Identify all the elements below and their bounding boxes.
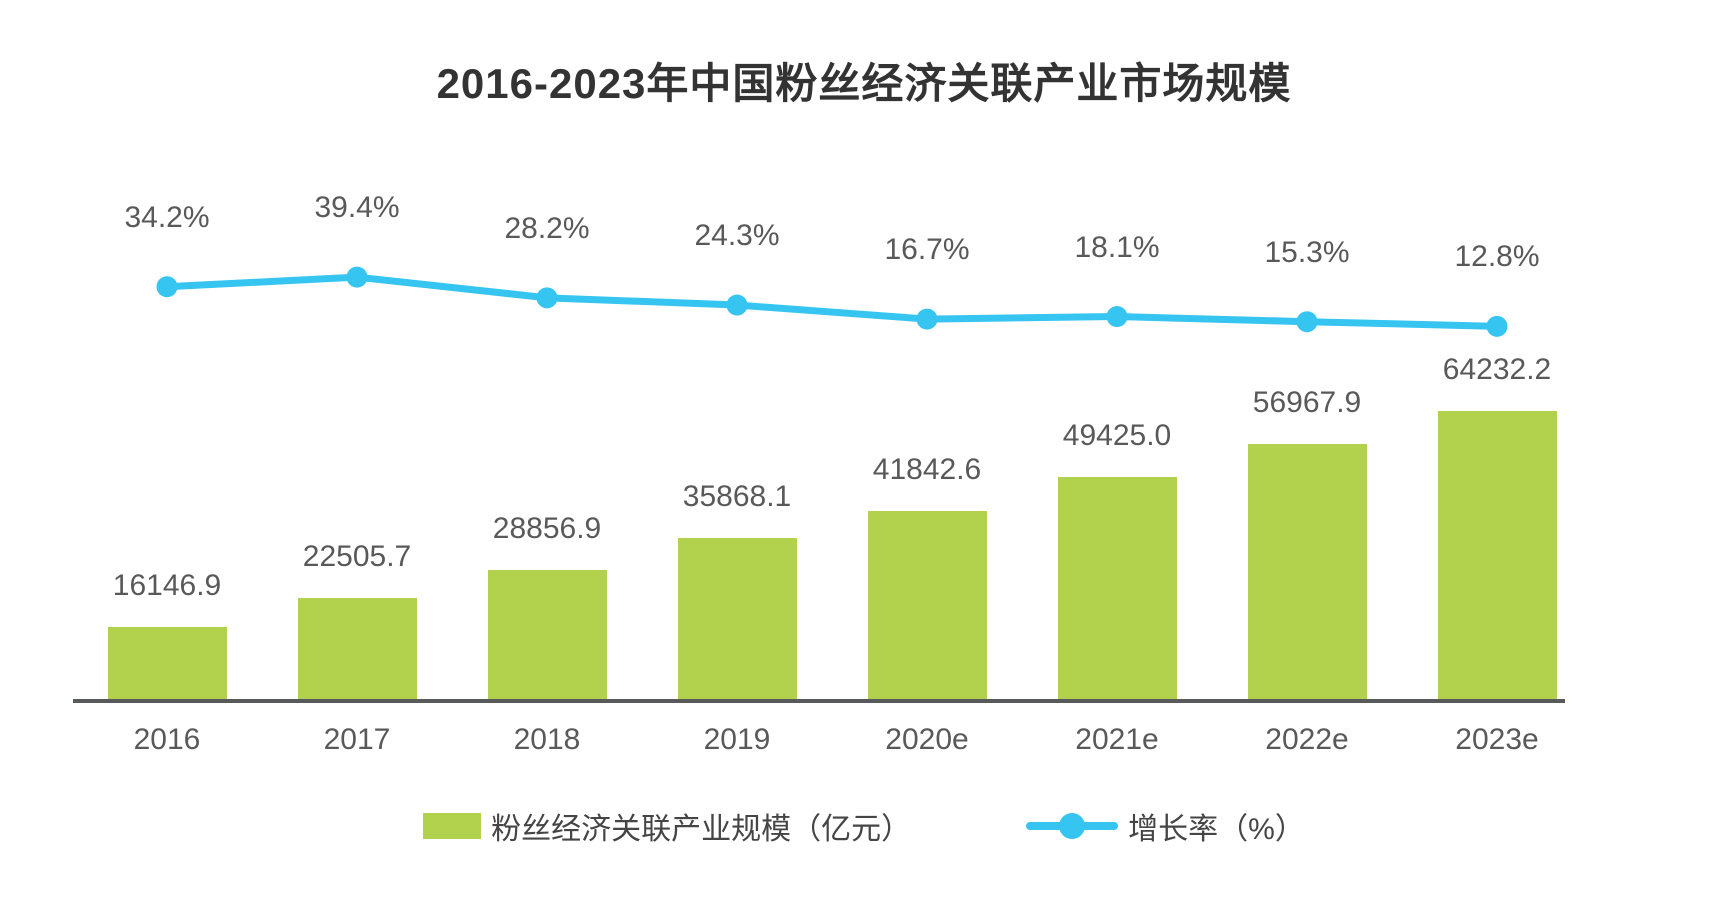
- x-axis-label-2022e: 2022e: [1265, 723, 1349, 756]
- growth-rate-label-2023e: 12.8%: [1454, 240, 1540, 274]
- legend-item-line-series: 增长率（%）: [1026, 804, 1305, 848]
- bar-2018: [487, 569, 607, 699]
- line-point-2019: [726, 294, 748, 316]
- x-axis-label-2016: 2016: [133, 723, 201, 756]
- growth-rate-label-2022e: 15.3%: [1264, 235, 1350, 269]
- growth-rate-label-2019: 24.3%: [694, 219, 780, 253]
- bar-2022e: [1247, 443, 1367, 699]
- bar-series-swatch-icon: [423, 813, 482, 839]
- x-axis-label-2020e: 2020e: [885, 723, 969, 756]
- growth-rate-label-2018: 28.2%: [504, 211, 590, 245]
- line-point-2017: [346, 266, 368, 288]
- bar-2020e: [867, 511, 987, 699]
- x-axis-label-2019: 2019: [703, 723, 771, 756]
- legend: 粉丝经济关联产业规模（亿元） 增长率（%）: [0, 804, 1728, 848]
- growth-rate-line: [163, 273, 1501, 330]
- line-point-2016: [156, 276, 178, 298]
- legend-label-bar-series: 粉丝经济关联产业规模（亿元）: [491, 813, 912, 846]
- bar-value-label-2023e: 64232.2: [1442, 353, 1552, 386]
- bar-value-label-2020e: 41842.6: [872, 453, 982, 487]
- chart-title: 2016-2023年中国粉丝经济关联产业市场规模: [436, 60, 1292, 107]
- growth-rate-label-2017: 39.4%: [314, 191, 400, 225]
- bar-2019: [677, 538, 797, 699]
- legend-label-line-series: 增长率（%）: [1128, 813, 1305, 846]
- x-axis-label-2017: 2017: [323, 723, 391, 756]
- line-point-2022e: [1296, 311, 1318, 333]
- line-point-2020e: [916, 308, 938, 330]
- bar-value-label-2022e: 56967.9: [1252, 385, 1362, 419]
- growth-rate-label-2016: 34.2%: [124, 200, 210, 234]
- line-point-2018: [536, 287, 558, 309]
- bar-2021e: [1057, 477, 1177, 699]
- bar-value-label-2017: 22505.7: [302, 540, 412, 574]
- bar-2017: [297, 598, 417, 699]
- x-axis-label-2018: 2018: [513, 723, 581, 756]
- bar-2023e: [1437, 411, 1557, 699]
- x-axis-label-2021e: 2021e: [1075, 723, 1159, 756]
- bar-value-label-2019: 35868.1: [682, 480, 792, 514]
- x-axis-line: [73, 699, 1565, 703]
- bar-value-label-2016: 16146.9: [112, 568, 222, 602]
- line-point-2021e: [1106, 306, 1128, 328]
- bar-2016: [107, 626, 227, 699]
- x-axis-label-2023e: 2023e: [1455, 723, 1539, 756]
- bar-value-label-2021e: 49425.0: [1062, 419, 1172, 453]
- growth-rate-label-2021e: 18.1%: [1074, 230, 1160, 264]
- legend-item-bar-series: 粉丝经济关联产业规模（亿元）: [423, 804, 911, 848]
- growth-rate-label-2020e: 16.7%: [884, 233, 970, 267]
- bar-value-label-2018: 28856.9: [492, 511, 602, 545]
- line-point-2023e: [1486, 315, 1508, 337]
- line-series-marker-icon: [1026, 812, 1119, 840]
